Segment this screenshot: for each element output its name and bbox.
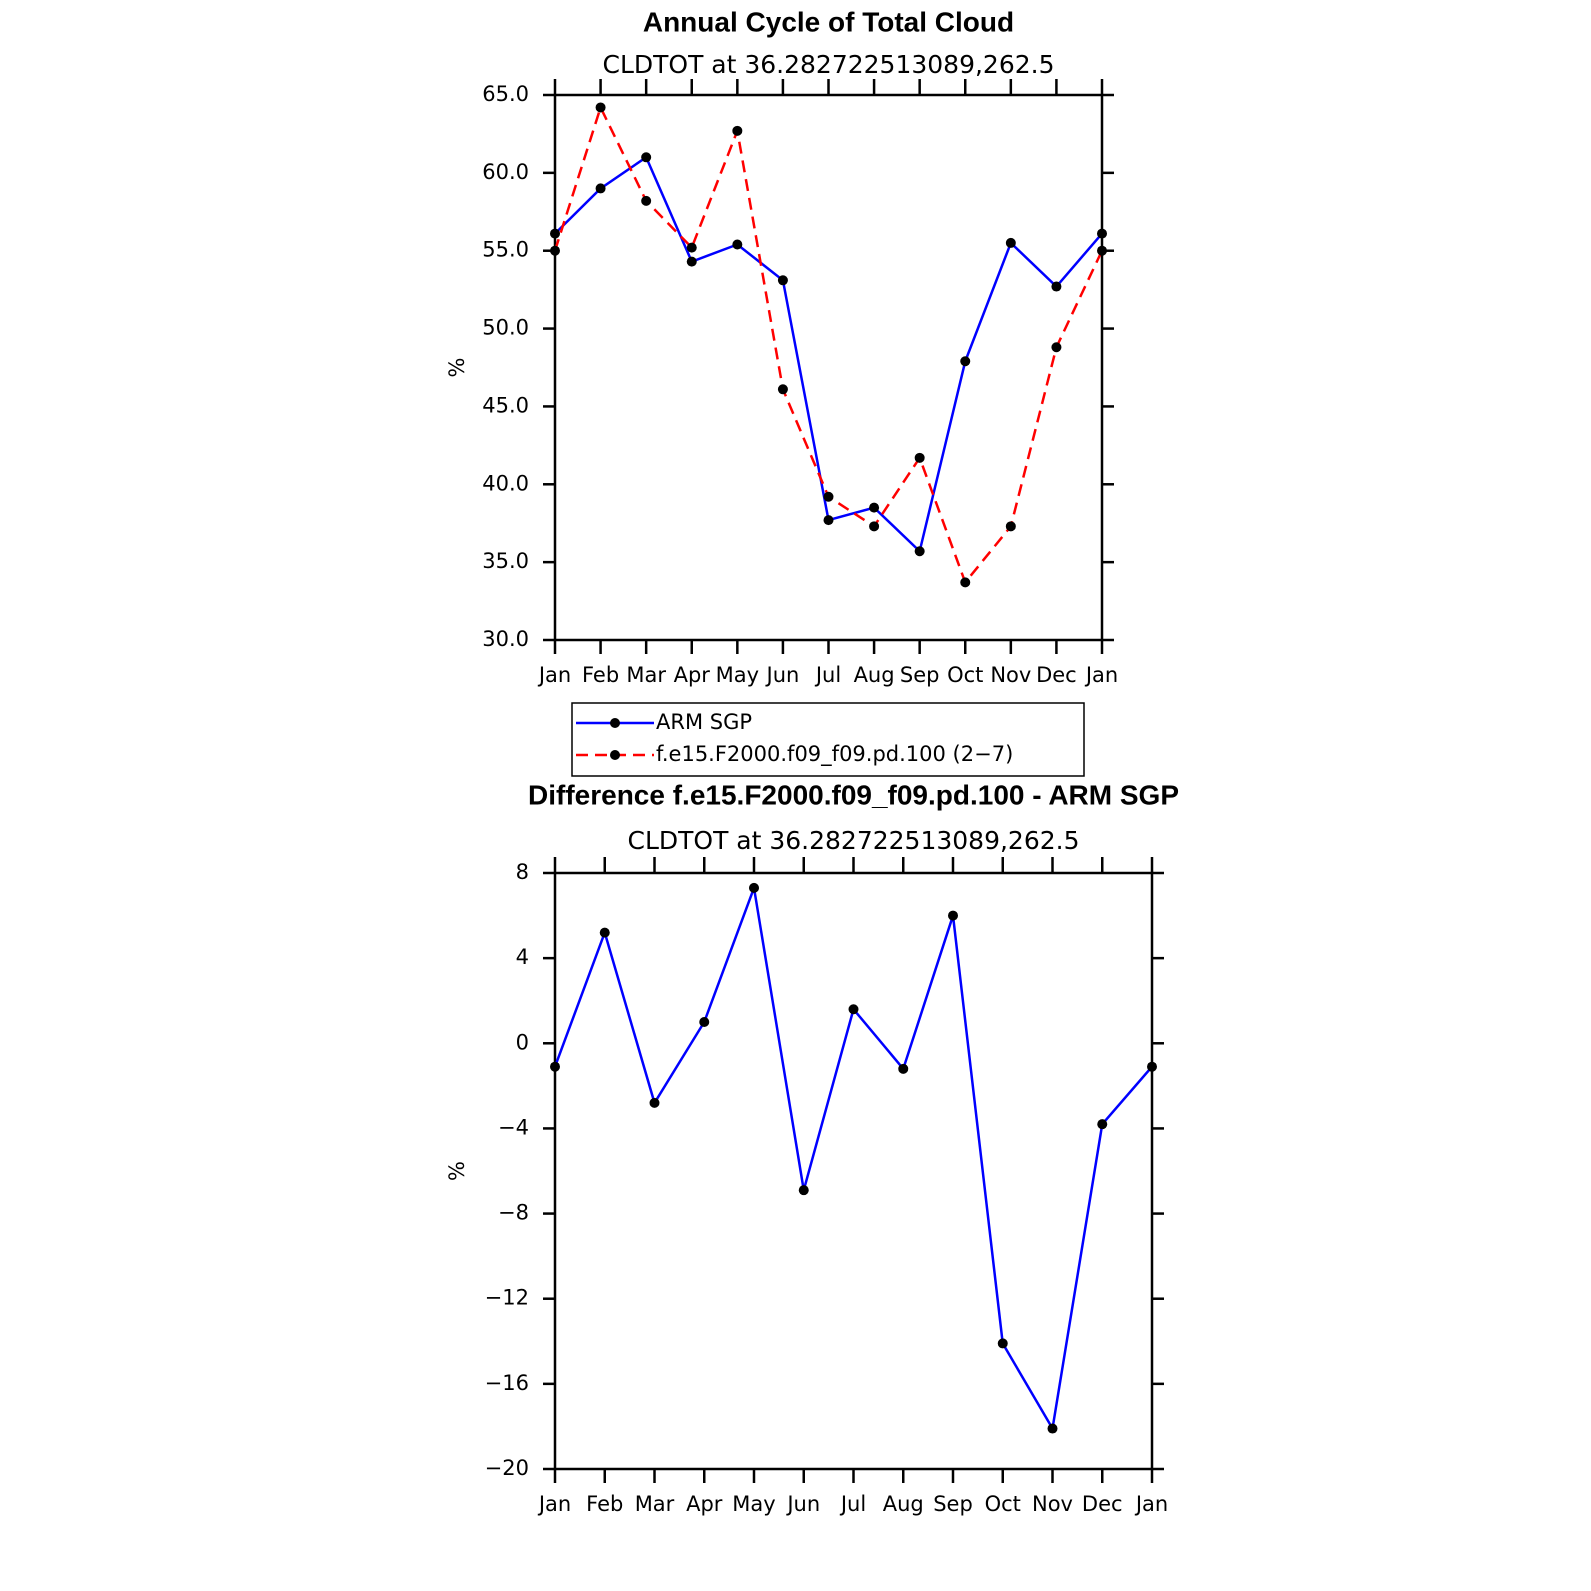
data-point	[777, 384, 788, 395]
legend-box	[571, 702, 1085, 777]
x-tick-label: Aug	[854, 663, 895, 687]
x-tick-label: Jun	[765, 663, 800, 687]
data-point	[948, 910, 958, 921]
data-point	[595, 183, 606, 194]
x-tick-label: Nov	[1032, 1492, 1073, 1516]
data-point	[798, 1185, 809, 1196]
y-tick-label: 0	[516, 1030, 529, 1054]
plot-frame	[553, 871, 1154, 1471]
data-point	[599, 927, 610, 938]
y-tick-label: 50.0	[482, 316, 529, 340]
data-point	[898, 1063, 909, 1074]
data-point	[686, 256, 697, 267]
y-axis-label: %	[445, 1161, 469, 1181]
data-point	[1005, 237, 1016, 248]
x-tick-label: Jan	[537, 1492, 571, 1516]
data-point	[1047, 1423, 1058, 1434]
y-tick-label: 65.0	[482, 82, 529, 106]
x-tick-label: Sep	[933, 1492, 973, 1516]
x-tick-label: Apr	[674, 663, 711, 687]
data-point	[777, 275, 788, 286]
x-tick-label: Jan	[1084, 663, 1118, 687]
y-tick-label: −16	[485, 1371, 529, 1395]
data-point	[914, 452, 925, 463]
data-point	[848, 1004, 859, 1015]
y-tick-label: −4	[498, 1115, 529, 1139]
y-tick-label: 8	[516, 860, 529, 884]
data-point	[699, 1017, 710, 1027]
y-tick-label: −8	[498, 1201, 529, 1225]
x-tick-label: Sep	[900, 663, 940, 687]
x-tick-label: Jun	[785, 1492, 820, 1516]
data-point	[914, 546, 925, 557]
x-tick-label: Dec	[1036, 663, 1077, 687]
data-point	[823, 491, 834, 502]
y-tick-label: 55.0	[482, 238, 529, 262]
y-tick-label: 4	[516, 945, 529, 969]
y-tick-label: 35.0	[482, 549, 529, 573]
data-point	[1097, 1119, 1108, 1130]
chart-title: Annual Cycle of Total Cloud	[643, 6, 1014, 37]
x-tick-label: Mar	[626, 663, 666, 687]
legend-marker	[610, 750, 620, 760]
y-axis-label: %	[445, 358, 469, 378]
x-tick-label: Jul	[839, 1492, 866, 1516]
x-tick-label: May	[732, 1492, 775, 1516]
x-tick-label: Oct	[985, 1492, 1021, 1516]
chart-title: Difference f.e15.F2000.f09_f09.pd.100 - …	[528, 779, 1179, 810]
x-tick-label: Jan	[1134, 1492, 1168, 1516]
data-point	[869, 521, 880, 532]
x-tick-label: Jul	[814, 663, 841, 687]
data-point	[641, 152, 652, 163]
data-point	[960, 356, 971, 367]
data-point	[869, 502, 880, 513]
data-point	[649, 1097, 660, 1108]
x-tick-label: Nov	[990, 663, 1031, 687]
data-point	[595, 102, 606, 113]
x-tick-label: Feb	[582, 663, 619, 687]
data-point	[1097, 228, 1107, 239]
data-point	[641, 195, 652, 206]
y-tick-label: 30.0	[482, 627, 529, 651]
data-point	[997, 1338, 1008, 1349]
y-tick-label: 60.0	[482, 160, 529, 184]
chart-subtitle: CLDTOT at 36.282722513089,262.5	[627, 826, 1079, 855]
x-tick-label: Aug	[883, 1492, 924, 1516]
x-tick-label: Feb	[586, 1492, 623, 1516]
legend-marker	[610, 718, 620, 728]
data-point	[550, 245, 560, 256]
x-tick-label: Dec	[1082, 1492, 1123, 1516]
data-point	[732, 125, 743, 136]
data-point	[550, 1061, 560, 1072]
data-point	[686, 242, 697, 253]
plot-frame	[553, 93, 1104, 642]
x-tick-label: May	[716, 663, 759, 687]
data-point	[1051, 342, 1062, 353]
data-point	[823, 515, 834, 526]
data-point	[1005, 521, 1016, 532]
y-tick-label: −12	[485, 1286, 529, 1310]
data-point	[960, 577, 971, 588]
data-point	[732, 239, 743, 250]
data-point	[1051, 281, 1062, 292]
legend-label: f.e15.F2000.f09_f09.pd.100 (2−7)	[656, 742, 1013, 767]
chart-subtitle: CLDTOT at 36.282722513089,262.5	[602, 50, 1054, 79]
x-tick-label: Jan	[537, 663, 571, 687]
series-line	[553, 883, 1153, 1433]
data-point	[1097, 245, 1107, 256]
series-line	[553, 104, 1104, 585]
data-point	[1147, 1061, 1157, 1072]
data-point	[749, 882, 759, 893]
x-tick-label: Mar	[635, 1492, 675, 1516]
legend-label: ARM SGP	[656, 710, 752, 734]
y-tick-label: −20	[485, 1456, 529, 1480]
x-tick-label: Oct	[947, 663, 983, 687]
y-tick-label: 45.0	[482, 393, 529, 417]
y-tick-label: 40.0	[482, 471, 529, 495]
x-tick-label: Apr	[686, 1492, 723, 1516]
data-point	[550, 228, 560, 239]
